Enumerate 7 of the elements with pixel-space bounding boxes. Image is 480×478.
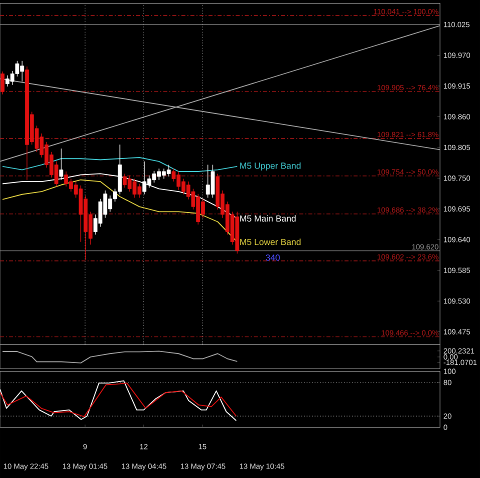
series-label: M5 Main Band [240, 215, 296, 222]
series-label: M5 Lower Band [240, 238, 301, 246]
candlestick [0, 71, 5, 95]
series-label: M5 Upper Band [240, 162, 301, 171]
line-series [2, 350, 238, 364]
line-series [2, 157, 238, 172]
annotation: 340 [266, 254, 280, 261]
